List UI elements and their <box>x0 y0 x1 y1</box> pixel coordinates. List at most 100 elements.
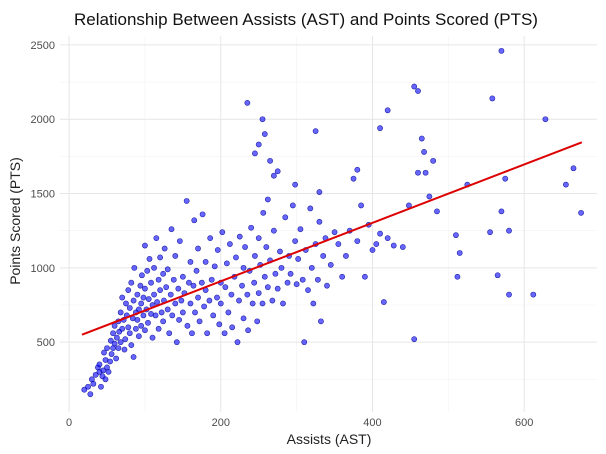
data-point <box>179 309 186 316</box>
data-point <box>411 83 418 90</box>
data-point <box>191 217 198 224</box>
data-point <box>216 321 223 328</box>
data-point <box>153 235 160 242</box>
data-point <box>354 166 361 173</box>
data-point <box>111 322 118 329</box>
data-point <box>261 131 268 137</box>
data-point <box>189 330 195 337</box>
data-point <box>295 256 302 262</box>
data-point <box>506 291 512 298</box>
data-point <box>252 150 258 157</box>
data-point <box>245 327 252 334</box>
data-point <box>292 181 299 188</box>
data-point <box>140 312 147 319</box>
data-point <box>117 309 124 316</box>
y-tick-label: 1500 <box>31 189 55 201</box>
data-point <box>498 47 505 54</box>
data-point <box>145 319 151 326</box>
data-point <box>331 229 338 236</box>
data-point <box>172 300 179 307</box>
data-point <box>178 297 185 304</box>
data-point <box>223 260 230 267</box>
data-point <box>202 258 209 265</box>
data-point <box>113 355 120 362</box>
data-point <box>137 282 144 289</box>
data-point <box>115 345 122 351</box>
data-point <box>219 229 226 236</box>
data-point <box>421 149 427 155</box>
data-point <box>111 340 118 347</box>
data-point <box>183 198 190 204</box>
data-point <box>269 297 276 304</box>
data-point <box>139 272 145 279</box>
data-point <box>254 318 261 325</box>
data-point <box>259 300 266 307</box>
data-point <box>563 181 569 188</box>
data-point <box>195 245 201 252</box>
data-point <box>151 291 157 298</box>
data-point <box>418 135 425 142</box>
data-point <box>134 316 141 323</box>
data-point <box>126 330 133 337</box>
data-point <box>272 270 279 277</box>
y-tick-label: 2000 <box>31 114 55 126</box>
data-point <box>142 327 148 334</box>
data-point <box>201 303 208 310</box>
data-point <box>144 267 151 274</box>
data-point <box>102 376 109 383</box>
data-point <box>195 294 201 301</box>
data-point <box>242 244 248 250</box>
chart-title: Relationship Between Assists (AST) and P… <box>74 10 538 29</box>
data-point <box>117 339 124 346</box>
data-point <box>380 299 387 305</box>
data-point <box>107 337 114 344</box>
data-point <box>264 284 271 291</box>
data-point <box>168 226 175 233</box>
data-point <box>85 383 91 390</box>
data-point <box>320 253 327 259</box>
data-point <box>362 273 368 280</box>
data-point <box>358 202 365 209</box>
data-point <box>335 241 342 247</box>
data-point <box>164 306 171 313</box>
data-point <box>350 175 357 182</box>
data-point <box>297 226 304 233</box>
data-point <box>169 312 176 319</box>
data-point <box>308 264 315 271</box>
data-point <box>229 324 236 331</box>
data-point <box>369 247 376 253</box>
data-point <box>248 224 255 231</box>
data-point <box>530 291 537 298</box>
data-point <box>255 235 262 242</box>
data-point <box>259 116 266 123</box>
data-point <box>135 333 142 340</box>
data-point <box>122 336 129 343</box>
data-point <box>251 279 258 286</box>
data-point <box>240 315 247 322</box>
data-point <box>339 273 346 280</box>
data-point <box>506 227 512 234</box>
data-point <box>207 235 214 242</box>
data-point <box>204 330 211 337</box>
data-point <box>277 248 283 255</box>
data-point <box>198 279 205 286</box>
data-point <box>263 244 270 250</box>
data-point <box>158 309 165 316</box>
data-point <box>280 300 286 307</box>
trend-line <box>81 141 583 336</box>
data-point <box>176 238 183 244</box>
data-point <box>422 169 429 176</box>
data-point <box>170 276 177 283</box>
data-point <box>130 354 137 360</box>
data-point <box>176 316 182 323</box>
data-point <box>132 325 139 332</box>
y-tick-label: 2500 <box>31 40 55 52</box>
data-point <box>146 256 153 262</box>
data-point <box>305 287 311 294</box>
data-point <box>101 349 107 356</box>
data-point <box>211 263 218 270</box>
trend-line-group <box>81 141 583 336</box>
data-point <box>270 227 277 234</box>
data-point <box>157 287 164 294</box>
